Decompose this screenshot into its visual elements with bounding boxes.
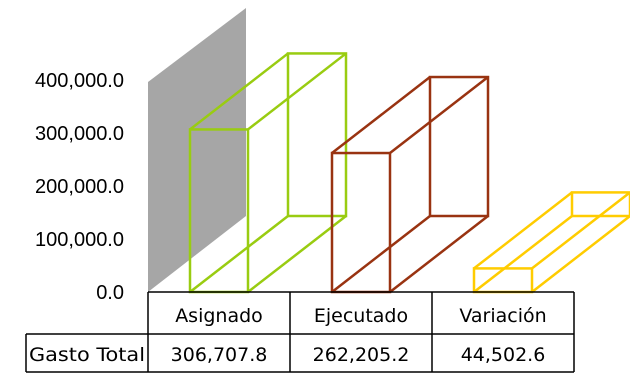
y-tick-label: 100,000.0 — [35, 229, 124, 251]
bar-ejecutado — [330, 75, 490, 294]
table-header-variación: Variación — [459, 305, 546, 327]
chart-back-wall — [148, 8, 246, 292]
bar-variación — [472, 191, 630, 294]
table-header-ejecutado: Ejecutado — [314, 305, 408, 327]
table-value-ejecutado: 262,205.2 — [313, 344, 410, 366]
y-tick-label: 300,000.0 — [35, 123, 124, 145]
bars — [188, 52, 630, 294]
y-tick-label: 0.0 — [96, 282, 124, 304]
table-header-asignado: Asignado — [175, 305, 263, 327]
table-value-asignado: 306,707.8 — [171, 344, 268, 366]
y-tick-label: 200,000.0 — [35, 176, 124, 198]
y-axis-tick-labels: 0.0 100,000.0 200,000.0 300,000.0 400,000.0 — [35, 70, 124, 304]
data-table: Asignado Ejecutado Variación Gasto Total 306… — [25, 291, 575, 373]
y-tick-label: 400,000.0 — [35, 70, 124, 92]
table-value-variación: 44,502.6 — [461, 344, 546, 366]
table-row-label: Gasto Total — [29, 344, 145, 366]
